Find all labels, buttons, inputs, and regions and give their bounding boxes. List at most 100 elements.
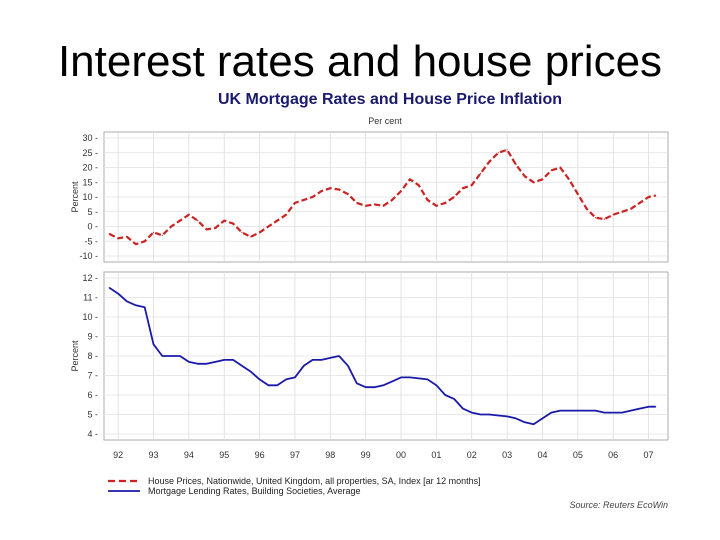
y-tick-label: 8 - (87, 351, 98, 361)
data-point (568, 410, 570, 412)
data-point (179, 220, 181, 222)
data-point (515, 164, 517, 166)
y-tick-label: 25 - (82, 148, 98, 158)
data-point (161, 234, 163, 236)
data-point (621, 211, 623, 213)
data-point (577, 193, 579, 195)
data-point (197, 220, 199, 222)
data-point (382, 205, 384, 207)
x-tick-label: 92 (113, 450, 123, 460)
data-point (267, 384, 269, 386)
data-point (285, 214, 287, 216)
x-tick-label: 96 (255, 450, 265, 460)
data-point (497, 152, 499, 154)
data-point (170, 355, 172, 357)
data-point (409, 178, 411, 180)
data-point (550, 169, 552, 171)
data-point (347, 193, 349, 195)
panel-2: 12 - 11 - 10 - 9 - 8 - 7 - 6 - 5 - 4 - Percent (70, 271, 669, 441)
y-tick-label: 11 - (83, 293, 98, 303)
chart-panels: 30 - 25 - 20 - 15 - 10 - 5 - 0 - -5 - -10 - Perce… (70, 131, 669, 441)
y-tick-label: -5 - (85, 236, 99, 246)
data-point (108, 287, 110, 289)
data-point (241, 231, 243, 233)
data-point (285, 378, 287, 380)
data-point (126, 300, 128, 302)
data-point (152, 231, 155, 233)
data-point (312, 196, 314, 198)
y-tick-label: 7 - (87, 371, 98, 381)
data-point (515, 417, 517, 419)
data-point (250, 236, 252, 238)
data-point (347, 365, 349, 367)
data-point (365, 205, 367, 207)
data-point (214, 361, 216, 363)
data-point (480, 172, 482, 174)
data-point (409, 376, 411, 378)
data-point (232, 223, 234, 225)
data-point (471, 184, 473, 186)
y-tick-label: 20 - (82, 163, 98, 173)
data-point (117, 237, 119, 239)
data-point (223, 220, 225, 222)
data-point (621, 412, 623, 414)
data-point (214, 227, 216, 229)
y-tick-label: -10 - (79, 251, 98, 261)
x-tick-label: 97 (290, 450, 300, 460)
series-1-1 (108, 148, 657, 246)
data-point (117, 293, 119, 295)
data-point (205, 363, 208, 365)
data-point (356, 202, 358, 204)
x-tick-label: 95 (219, 450, 229, 460)
data-point (506, 415, 508, 417)
data-point (630, 208, 632, 210)
x-tick-label: 93 (148, 450, 158, 460)
y-tick-label: 6 - (87, 390, 98, 400)
data-point (577, 410, 579, 412)
data-point (267, 225, 269, 228)
data-point (294, 202, 296, 204)
data-point (373, 203, 376, 205)
data-point (541, 417, 544, 419)
data-point (320, 359, 323, 361)
y-tick-label: 9 - (87, 332, 98, 342)
data-point (320, 190, 323, 192)
data-point (444, 202, 446, 204)
data-point (488, 161, 490, 163)
data-point (400, 376, 402, 378)
data-point (303, 365, 305, 367)
x-tick-label: 04 (537, 450, 547, 460)
x-axis: 92 93 94 95 96 97 98 99 00 01 02 03 04 05 06 07 (113, 450, 653, 460)
data-point (391, 199, 393, 201)
y-tick-label: 0 - (87, 222, 98, 232)
data-point (603, 412, 606, 414)
data-point (135, 243, 137, 245)
data-point (568, 178, 570, 180)
data-point (594, 217, 597, 219)
data-point (453, 196, 455, 198)
data-point (533, 423, 535, 425)
data-point (144, 240, 146, 242)
y-tick-label: 30 - (82, 133, 98, 143)
slide-title: Interest rates and house prices (57, 37, 663, 86)
x-tick-label: 03 (502, 450, 512, 460)
data-point (639, 408, 641, 410)
x-tick-label: 94 (184, 450, 194, 460)
chart-subtitle: Per cent (368, 116, 402, 126)
data-point (188, 361, 190, 363)
y-tick-label: 5 - (87, 207, 98, 217)
data-point (161, 355, 163, 357)
data-point (524, 421, 526, 423)
y-tick-label: 5 - (87, 410, 98, 420)
data-point (365, 386, 367, 388)
data-point (648, 406, 650, 408)
data-point (250, 371, 252, 373)
data-point (612, 412, 614, 414)
data-point (541, 178, 544, 180)
data-point (329, 357, 331, 359)
panel-1: 30 - 25 - 20 - 15 - 10 - 5 - 0 - -5 - -10 - Perce… (70, 131, 669, 263)
data-point (559, 166, 561, 169)
data-point (453, 398, 455, 400)
y-tick-label: 10 - (82, 192, 98, 202)
data-point (594, 410, 597, 412)
